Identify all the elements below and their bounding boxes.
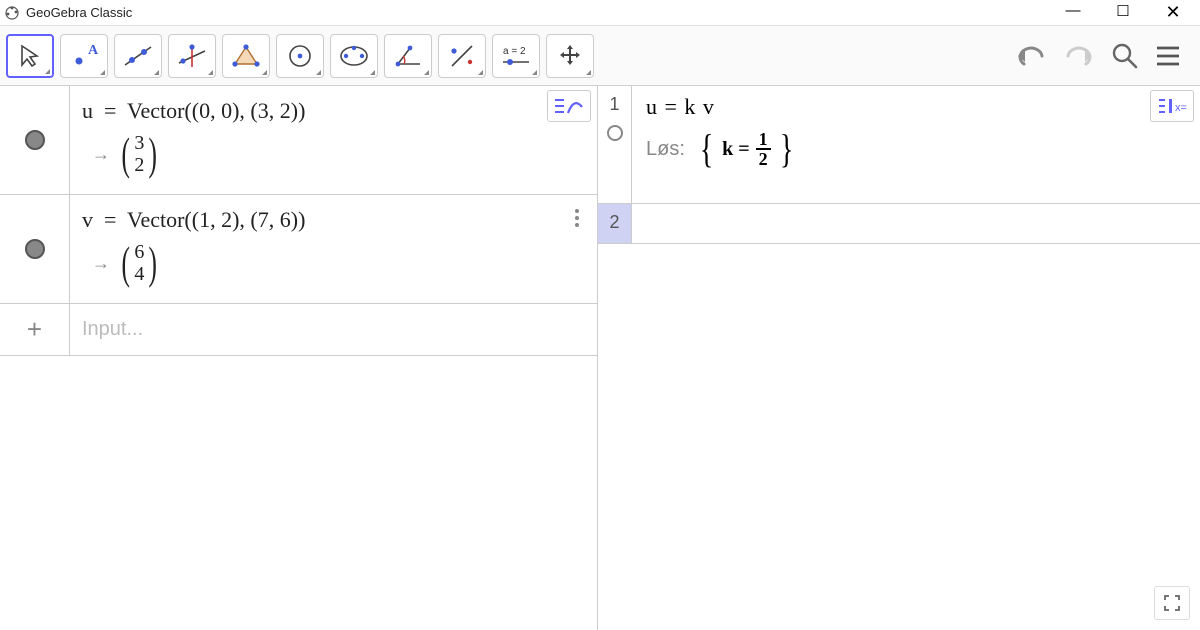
svg-text:A: A [88, 43, 99, 58]
maximize-button[interactable]: ☐ [1112, 2, 1134, 23]
cas-visibility-toggle[interactable] [607, 125, 623, 141]
reflect-tool[interactable] [438, 34, 486, 78]
object-definition: Vector((1, 2), (7, 6)) [127, 207, 305, 232]
cas-row-index: 1 [609, 94, 619, 115]
row-menu-icon[interactable] [575, 209, 579, 227]
slider-tool[interactable]: a = 2 [492, 34, 540, 78]
visibility-toggle[interactable] [25, 239, 45, 259]
algebra-row[interactable]: v = Vector((1, 2), (7, 6)) → ( 6 4 ) [0, 195, 597, 304]
cas-row[interactable]: 1 u = k v Løs: { k = 1 2 } [598, 86, 1200, 204]
close-button[interactable]: ✕ [1162, 2, 1184, 23]
search-icon[interactable] [1110, 41, 1140, 71]
vector-value: ( 6 4 ) [118, 241, 161, 285]
object-name: v [82, 207, 93, 232]
add-icon[interactable]: + [0, 304, 70, 355]
input-row[interactable]: + Input... [0, 304, 597, 356]
vector-value: ( 3 2 ) [118, 132, 161, 176]
line-tool[interactable] [114, 34, 162, 78]
title-bar: GeoGebra Classic — ☐ ✕ [0, 0, 1200, 26]
visibility-toggle[interactable] [25, 130, 45, 150]
svg-text:a = 2: a = 2 [503, 46, 526, 57]
move-view-tool[interactable] [546, 34, 594, 78]
cas-view: x= 1 u = k v Løs: { k = 1 2 [598, 86, 1200, 630]
window-title: GeoGebra Classic [26, 5, 132, 20]
toolbar: A a = 2 [0, 26, 1200, 86]
fullscreen-button[interactable] [1154, 586, 1190, 620]
cas-row-index: 2 [609, 212, 619, 233]
result-arrow-icon: → [92, 144, 110, 165]
ellipse-tool[interactable] [330, 34, 378, 78]
algebra-row[interactable]: u = Vector((0, 0), (3, 2)) → ( 3 2 ) [0, 86, 597, 195]
circle-tool[interactable] [276, 34, 324, 78]
minimize-button[interactable]: — [1062, 2, 1084, 23]
algebra-input[interactable]: Input... [70, 304, 155, 355]
undo-button[interactable] [1014, 43, 1048, 69]
move-tool[interactable] [6, 34, 54, 78]
perpendicular-tool[interactable] [168, 34, 216, 78]
polygon-tool[interactable] [222, 34, 270, 78]
object-name: u [82, 98, 93, 123]
cas-row[interactable]: 2 [598, 204, 1200, 244]
app-icon [4, 5, 20, 21]
result-arrow-icon: → [92, 253, 110, 274]
redo-button[interactable] [1062, 43, 1096, 69]
cas-input-empty[interactable] [632, 204, 1200, 243]
menu-icon[interactable] [1154, 43, 1182, 69]
point-tool[interactable]: A [60, 34, 108, 78]
angle-tool[interactable] [384, 34, 432, 78]
object-definition: Vector((0, 0), (3, 2)) [127, 98, 305, 123]
cas-input: u = k v [646, 94, 1186, 120]
algebra-view: u = Vector((0, 0), (3, 2)) → ( 3 2 ) [0, 86, 598, 630]
cas-output: Løs: { k = 1 2 } [646, 130, 1186, 168]
